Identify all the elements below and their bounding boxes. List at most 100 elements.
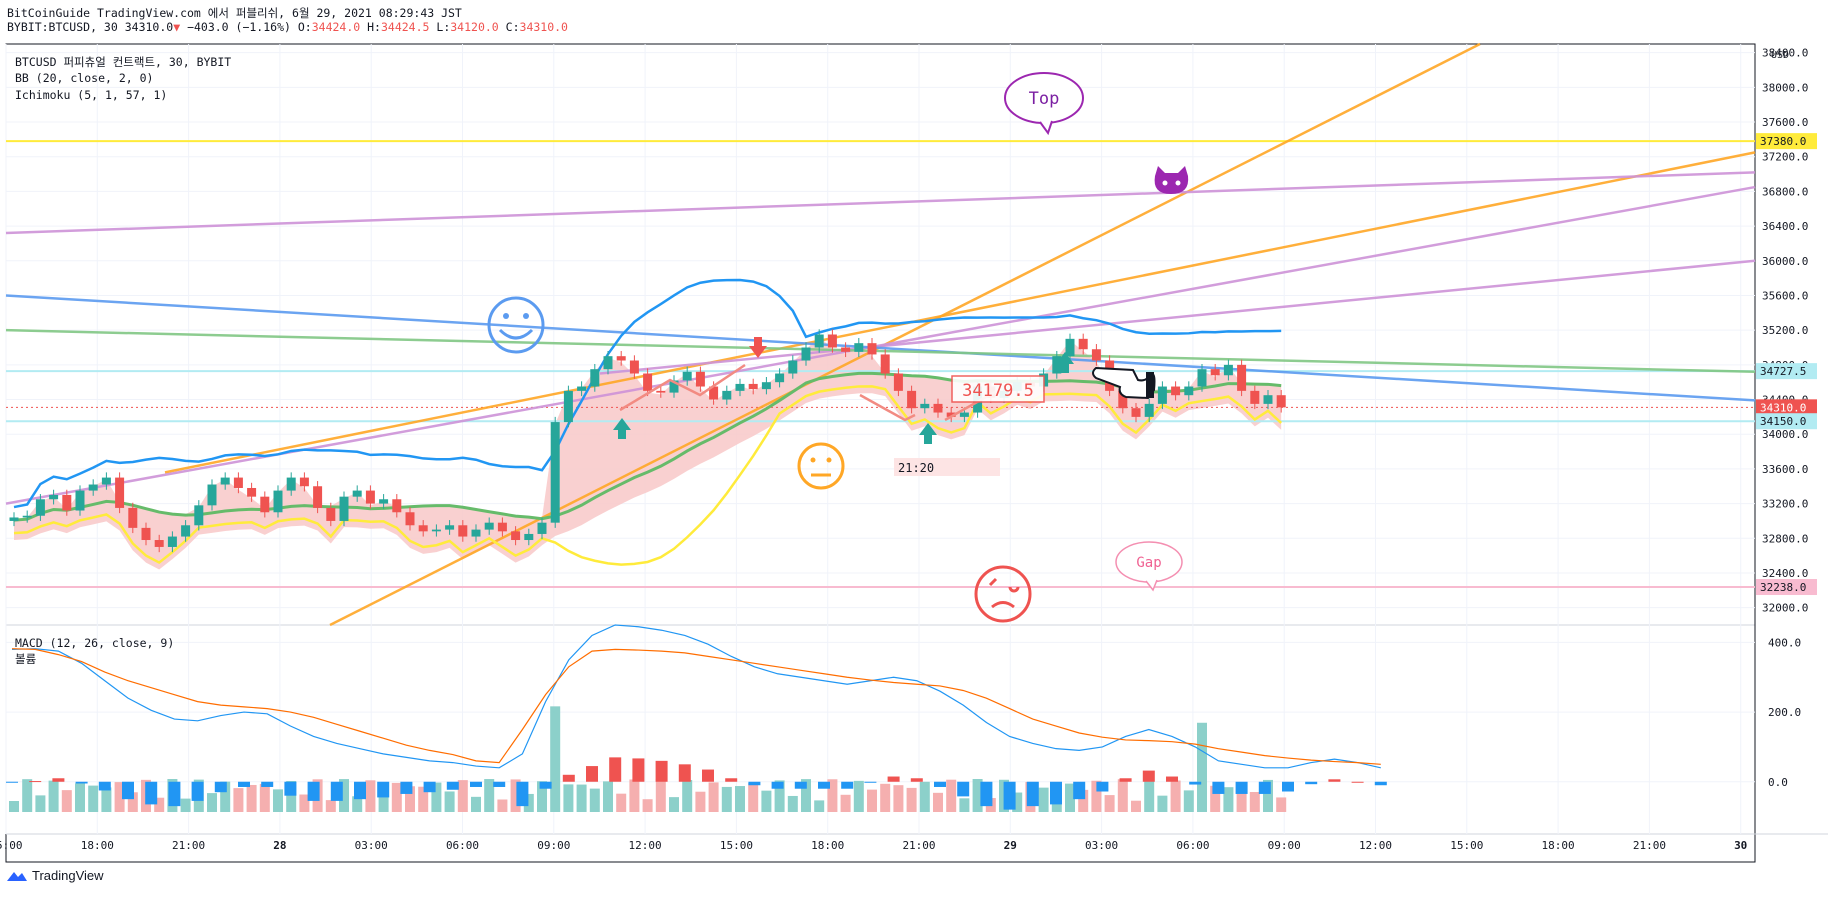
volume-bar bbox=[180, 798, 191, 812]
volume-bar bbox=[1197, 722, 1207, 812]
volume-bar bbox=[761, 790, 772, 812]
volume-bar bbox=[1078, 789, 1089, 812]
candle-body bbox=[761, 382, 771, 390]
x-tick-label: 06:00 bbox=[1176, 839, 1209, 852]
trend-line bbox=[5, 171, 1756, 235]
volume-bar bbox=[484, 779, 495, 812]
macd-histogram-bar bbox=[214, 781, 227, 793]
volume-bar bbox=[695, 791, 706, 812]
macd-histogram-bar bbox=[678, 764, 691, 782]
macd-histogram-bar bbox=[1096, 781, 1109, 792]
candle-body bbox=[880, 354, 890, 374]
candle-body bbox=[418, 525, 428, 532]
time-axis: 15:00 18:00 21:00 28 03:00 06:00 09:00 12:00 15:… bbox=[0, 839, 1747, 852]
macd-histogram-bar bbox=[1374, 781, 1387, 786]
candle-body bbox=[431, 529, 441, 532]
candle-body bbox=[392, 499, 402, 513]
x-tick-label: 30 bbox=[1734, 839, 1747, 852]
volume-bar bbox=[629, 779, 640, 812]
x-tick-label: 28 bbox=[273, 839, 286, 852]
volume-bar bbox=[550, 706, 561, 812]
macd-histogram-bar bbox=[307, 781, 320, 801]
volume-bar bbox=[88, 785, 99, 812]
volume-bar bbox=[207, 793, 217, 812]
trend-line bbox=[329, 42, 1481, 627]
volume-bar bbox=[1236, 782, 1247, 812]
volume-bar bbox=[1157, 795, 1168, 812]
candle-body bbox=[445, 525, 455, 530]
x-tick-label: 03:00 bbox=[355, 839, 388, 852]
candle-body bbox=[801, 347, 811, 361]
candle-body bbox=[273, 490, 283, 513]
volume-bar bbox=[339, 779, 349, 812]
macd-histogram-bar bbox=[191, 781, 204, 801]
ohlc-row: BYBIT:BTCUSD, 30 34310.0▼ −403.0 (−1.16%… bbox=[7, 20, 568, 34]
candle-body bbox=[1223, 364, 1233, 376]
c-label: C: bbox=[505, 20, 520, 34]
x-tick-label: 12:00 bbox=[629, 839, 662, 852]
volume-bar bbox=[431, 782, 442, 812]
candle-body bbox=[695, 371, 705, 387]
volume-bar bbox=[457, 780, 468, 812]
candle-body bbox=[22, 515, 32, 518]
candle-body bbox=[1118, 390, 1128, 409]
candle-body bbox=[1091, 349, 1101, 361]
candle-body bbox=[1157, 386, 1167, 404]
price-label-box: 34179.5 bbox=[951, 375, 1045, 403]
volume-bar bbox=[669, 797, 679, 812]
candle-body bbox=[497, 522, 507, 532]
y-tick-label: 32000.0 bbox=[1762, 602, 1808, 615]
legend-title: BTCUSD 퍼피츄얼 컨트랙트, 30, BYBIT bbox=[15, 55, 232, 69]
volume-bar bbox=[682, 780, 693, 812]
y-tick-label: 36400.0 bbox=[1762, 220, 1808, 233]
macd-histogram-bar bbox=[446, 781, 459, 790]
candle-body bbox=[471, 529, 481, 537]
price-tag-box bbox=[1756, 413, 1817, 430]
volume-bar bbox=[827, 779, 838, 812]
volume-bar bbox=[510, 779, 521, 812]
y-tick-label: 38000.0 bbox=[1762, 81, 1808, 94]
volume-bar bbox=[233, 788, 244, 812]
x-tick-label: 18:00 bbox=[811, 839, 844, 852]
legend-bb: BB (20, close, 2, 0) bbox=[15, 71, 154, 85]
candle-body bbox=[735, 383, 745, 391]
macd-histogram-bar bbox=[29, 781, 42, 783]
candle-body bbox=[1237, 364, 1247, 391]
currency-label: USD bbox=[1771, 50, 1789, 61]
x-tick-label: 12:00 bbox=[1359, 839, 1392, 852]
y-tick-label: 37600.0 bbox=[1762, 116, 1808, 129]
candle-body bbox=[181, 525, 191, 537]
candle-body bbox=[933, 403, 943, 413]
candle-body bbox=[365, 490, 375, 504]
volume-bar bbox=[801, 779, 811, 812]
macd-histogram-bar bbox=[1119, 778, 1132, 782]
candle-body bbox=[643, 373, 653, 391]
macd-histogram-bar bbox=[794, 781, 807, 789]
volume-bar bbox=[273, 789, 283, 812]
volume-bar bbox=[867, 789, 877, 812]
y-tick-label: 38400.0 bbox=[1762, 47, 1808, 60]
macd-histogram-bar bbox=[1305, 781, 1318, 785]
candle-body bbox=[128, 507, 138, 528]
y-tick-label: 35200.0 bbox=[1762, 324, 1808, 337]
volume-bar bbox=[1263, 779, 1273, 812]
y-tick-label: 32800.0 bbox=[1762, 532, 1808, 545]
signal-arrow bbox=[749, 337, 767, 358]
macd-histogram-bar bbox=[400, 781, 413, 794]
l-value: 34120.0 bbox=[450, 20, 499, 34]
macd-histogram-bar bbox=[725, 778, 738, 782]
volume-bar bbox=[61, 790, 72, 812]
footer-brand[interactable]: TradingView bbox=[6, 868, 104, 883]
volume-bar bbox=[1117, 779, 1128, 812]
y-tick-label: 400.0 bbox=[1768, 636, 1801, 649]
volume-bar bbox=[1131, 800, 1141, 812]
macd-histogram-bar bbox=[1212, 781, 1225, 794]
chart-frame bbox=[5, 43, 1756, 863]
candle-body bbox=[524, 533, 534, 541]
macd-histogram-bar bbox=[1166, 776, 1178, 782]
x-tick-label: 03:00 bbox=[1085, 839, 1118, 852]
volume-bar bbox=[589, 788, 600, 812]
y-tick-label: 200.0 bbox=[1768, 706, 1801, 719]
